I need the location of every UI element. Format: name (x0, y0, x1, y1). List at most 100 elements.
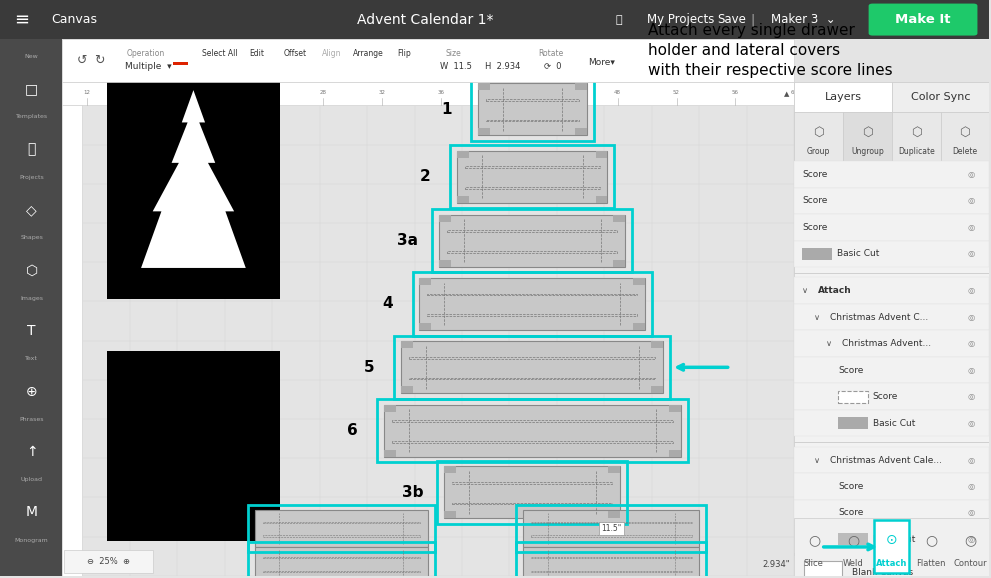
Bar (531, 571, 692, 572)
Bar (465, 187, 600, 189)
Bar (439, 215, 451, 221)
Text: Layers: Layers (825, 92, 861, 102)
Text: T: T (28, 324, 36, 338)
Bar (62, 82, 795, 105)
Text: ◎: ◎ (968, 339, 975, 348)
Text: Upload: Upload (21, 477, 43, 482)
Polygon shape (141, 90, 246, 268)
Text: ≡: ≡ (14, 10, 30, 28)
Bar (795, 82, 892, 112)
Bar (478, 128, 490, 135)
Text: ⬡: ⬡ (26, 264, 38, 277)
Text: 3a: 3a (397, 233, 418, 248)
Text: ↺: ↺ (77, 54, 87, 67)
Bar (651, 386, 663, 393)
Text: W  11.5: W 11.5 (440, 62, 472, 71)
Bar (838, 417, 868, 429)
Bar (0, 0, 989, 39)
Text: Blank Canvas: Blank Canvas (852, 568, 913, 577)
Bar (575, 83, 587, 90)
Bar (465, 166, 600, 168)
Text: ∨: ∨ (815, 455, 821, 465)
Bar (439, 260, 451, 266)
Bar (795, 188, 989, 214)
Text: ◎: ◎ (968, 509, 975, 517)
Text: My Projects: My Projects (647, 13, 715, 26)
Text: 1: 1 (441, 102, 452, 117)
Bar (795, 473, 989, 500)
Text: ↻: ↻ (94, 54, 104, 67)
Text: ⊖  25%  ⊕: ⊖ 25% ⊕ (87, 557, 131, 566)
Text: Phrases: Phrases (20, 417, 44, 421)
Bar (444, 466, 456, 473)
Bar (838, 533, 868, 546)
Bar (892, 112, 940, 161)
Text: ∨: ∨ (803, 286, 809, 295)
Bar (452, 503, 612, 505)
Text: Basic Cut: Basic Cut (873, 535, 915, 544)
Bar (795, 240, 989, 267)
Text: ◎: ◎ (968, 249, 975, 258)
Bar (107, 75, 280, 299)
Bar (795, 304, 989, 331)
Bar (391, 420, 673, 422)
Text: Christmas Advent...: Christmas Advent... (842, 339, 931, 348)
Text: Maker 3  ⌄: Maker 3 ⌄ (771, 13, 835, 26)
Text: Size: Size (445, 49, 461, 58)
Bar (805, 561, 842, 578)
Text: Basic Cut: Basic Cut (837, 249, 879, 258)
Text: Images: Images (20, 296, 44, 301)
Text: ◎: ◎ (968, 418, 975, 428)
Bar (531, 557, 692, 558)
Bar (516, 542, 707, 578)
Bar (795, 331, 989, 357)
Text: 32: 32 (379, 90, 385, 95)
Text: Score: Score (803, 197, 827, 205)
Bar (516, 505, 707, 552)
Text: 12: 12 (83, 90, 90, 95)
Bar (173, 62, 188, 65)
Text: ⬡: ⬡ (959, 125, 970, 138)
Bar (384, 450, 395, 457)
Bar (427, 314, 637, 316)
Text: ◎: ◎ (968, 535, 975, 544)
Bar (486, 120, 579, 121)
Bar (795, 410, 989, 436)
Text: Monogram: Monogram (15, 538, 49, 543)
Bar (62, 39, 795, 82)
Bar (940, 112, 989, 161)
Text: Color Sync: Color Sync (911, 92, 970, 102)
Bar (892, 82, 989, 112)
Bar (613, 215, 625, 221)
Text: Projects: Projects (19, 175, 44, 180)
Text: 6: 6 (347, 423, 358, 438)
Bar (795, 82, 989, 576)
Text: ○: ○ (964, 533, 976, 547)
Text: Attach: Attach (819, 286, 852, 295)
Text: Score: Score (803, 223, 827, 232)
Text: Slice: Slice (804, 558, 824, 568)
Bar (377, 399, 688, 462)
Bar (795, 273, 989, 274)
Text: 2: 2 (420, 169, 431, 184)
Text: Edit: Edit (250, 49, 265, 58)
Text: Weld: Weld (842, 558, 863, 568)
Text: |: | (747, 13, 755, 26)
Bar (248, 505, 435, 552)
Text: ○: ○ (847, 533, 859, 547)
Text: ⬡: ⬡ (862, 125, 873, 138)
Text: Christmas Advent Cale...: Christmas Advent Cale... (830, 455, 942, 465)
Bar (795, 500, 989, 526)
Bar (633, 278, 645, 285)
Bar (444, 512, 456, 518)
Text: ↑: ↑ (26, 445, 38, 459)
Bar (838, 391, 868, 403)
Bar (447, 230, 617, 232)
Bar (795, 518, 989, 576)
Text: ⬡: ⬡ (911, 125, 922, 138)
Bar (427, 294, 637, 295)
Text: Shapes: Shapes (20, 235, 43, 240)
Bar (432, 209, 632, 272)
Bar (596, 196, 607, 203)
Text: 5: 5 (365, 360, 375, 375)
